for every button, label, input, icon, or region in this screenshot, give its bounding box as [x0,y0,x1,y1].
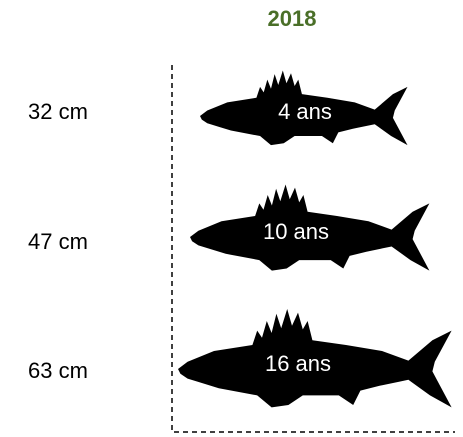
length-label: 63 cm [28,358,88,383]
age-label: 16 ans [265,351,331,376]
age-label: 4 ans [278,99,332,124]
title: 2018 [268,6,317,31]
length-label: 32 cm [28,99,88,124]
length-label: 47 cm [28,229,88,254]
age-label: 10 ans [263,219,329,244]
infographic: 2018 32 cm 4 ans 47 cm 10 ans 63 cm 16 a… [0,0,463,437]
